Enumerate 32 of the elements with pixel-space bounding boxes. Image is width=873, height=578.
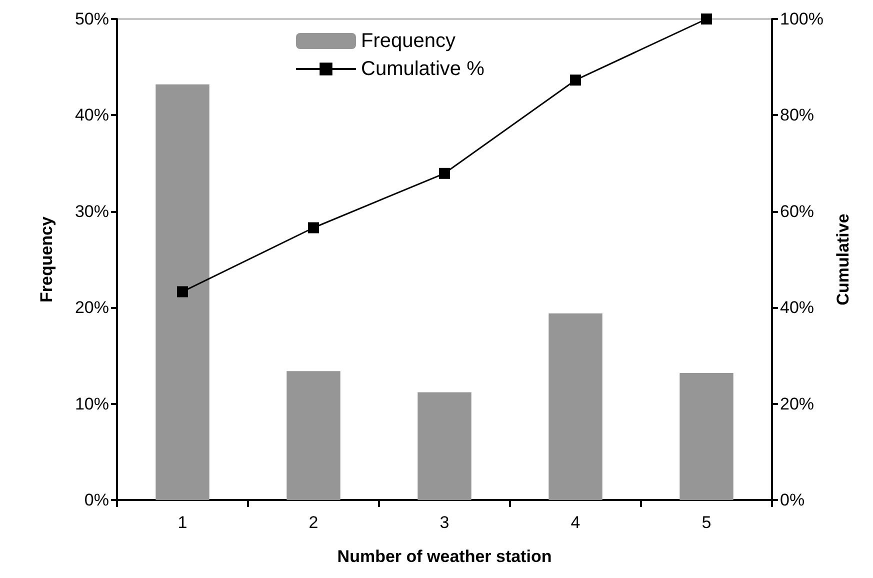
bar <box>156 84 210 500</box>
y2-tick-label: 20% <box>780 394 814 414</box>
y-axis-title: Frequency <box>37 216 56 302</box>
bar <box>286 371 340 500</box>
y2-tick-label: 100% <box>780 10 824 28</box>
y-tick-label: 40% <box>74 106 109 125</box>
y2-axis-title: Cumulative <box>833 214 852 306</box>
bar <box>418 392 472 500</box>
x-axis-title: Number of weather station <box>337 547 552 566</box>
y2-tick-label: 60% <box>780 202 814 221</box>
y2-tick-label: 80% <box>780 106 814 125</box>
point <box>308 222 319 234</box>
y-tick-label: 50% <box>74 10 109 28</box>
y2-tick-label: 40% <box>780 298 814 318</box>
point <box>701 14 712 24</box>
bar <box>548 313 602 500</box>
point <box>570 74 581 86</box>
x-tick-label: 4 <box>570 513 580 532</box>
y-tick-label: 10% <box>74 394 109 414</box>
y-tick-label: 30% <box>74 202 109 221</box>
x-tick-label: 2 <box>308 513 318 532</box>
x-tick-label: 3 <box>440 513 450 532</box>
y-tick-label: 0% <box>84 490 109 510</box>
x-tick-label: 5 <box>702 513 712 532</box>
point <box>439 168 450 179</box>
y-tick-label: 20% <box>74 298 109 318</box>
legend-label: Frequency <box>361 30 456 52</box>
bar <box>680 373 734 500</box>
x-tick-label: 1 <box>178 513 188 532</box>
legend-label: Cumulative % <box>361 58 485 80</box>
point <box>177 286 188 298</box>
y2-tick-label: 0% <box>780 490 805 510</box>
